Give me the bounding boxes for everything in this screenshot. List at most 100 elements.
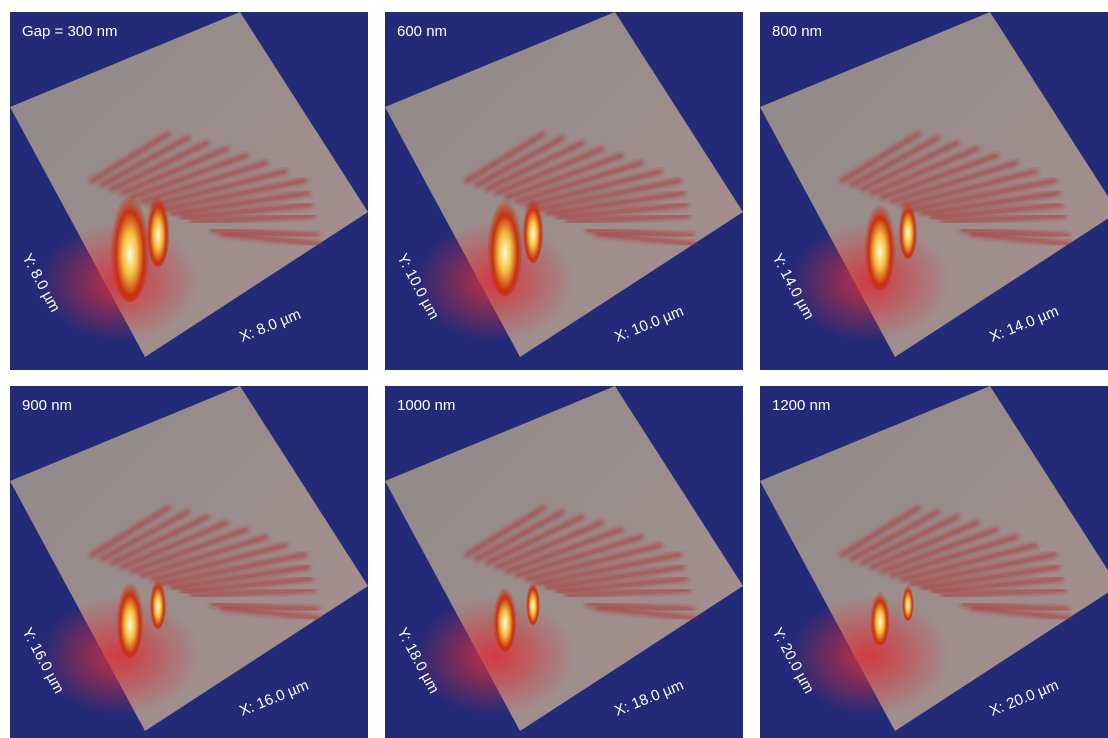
surface-group bbox=[385, 12, 743, 357]
ripple bbox=[929, 576, 1064, 595]
ripple bbox=[88, 504, 172, 559]
ripple bbox=[98, 508, 191, 563]
ripple bbox=[494, 145, 605, 197]
ripple bbox=[554, 202, 689, 221]
ripple bbox=[189, 213, 316, 225]
ripple bbox=[554, 576, 689, 595]
ripple bbox=[909, 551, 1058, 587]
ripple bbox=[139, 534, 269, 579]
ripple bbox=[534, 551, 683, 587]
peak bbox=[870, 586, 890, 646]
ripple bbox=[929, 202, 1064, 221]
ripple bbox=[524, 168, 664, 209]
ripple bbox=[483, 513, 586, 567]
peak bbox=[898, 195, 918, 259]
panel: 1200 nmY: 20.0 µmX: 20.0 µm bbox=[760, 386, 1108, 738]
glow bbox=[790, 596, 950, 716]
ripple bbox=[494, 519, 605, 571]
peak bbox=[116, 574, 144, 658]
panel-label: 800 nm bbox=[772, 23, 822, 40]
ripple bbox=[119, 519, 230, 571]
ripple bbox=[98, 134, 191, 189]
ripple bbox=[848, 508, 941, 563]
ripple bbox=[514, 534, 644, 579]
glow bbox=[415, 596, 575, 716]
ripple bbox=[848, 134, 941, 189]
ripple bbox=[879, 526, 1000, 575]
surface-group bbox=[760, 386, 1108, 731]
ripple bbox=[939, 213, 1066, 225]
panel-label: 600 nm bbox=[397, 23, 447, 40]
panel: Gap = 300 nmY: 8.0 µmX: 8.0 µm bbox=[10, 12, 368, 370]
peak bbox=[487, 188, 523, 296]
ripple bbox=[463, 130, 547, 185]
ripple bbox=[919, 190, 1061, 217]
panel: 800 nmY: 14.0 µmX: 14.0 µm bbox=[760, 12, 1108, 370]
peak bbox=[525, 577, 541, 625]
surface-group bbox=[10, 12, 368, 357]
ripple bbox=[564, 587, 691, 599]
ripple bbox=[473, 508, 566, 563]
ripple bbox=[594, 605, 697, 621]
ripple bbox=[544, 564, 686, 591]
ripple bbox=[899, 542, 1039, 583]
peak bbox=[493, 580, 517, 652]
ripple bbox=[119, 145, 230, 197]
ripple bbox=[889, 534, 1019, 579]
ripple bbox=[159, 177, 308, 213]
ripple bbox=[219, 605, 322, 621]
ripple bbox=[169, 564, 311, 591]
ripple bbox=[939, 587, 1066, 599]
panel-label: Gap = 300 nm bbox=[22, 23, 117, 40]
ripple bbox=[858, 139, 961, 193]
panel: 600 nmY: 10.0 µmX: 10.0 µm bbox=[385, 12, 743, 370]
ripple bbox=[169, 190, 311, 217]
peak bbox=[149, 573, 167, 629]
ripple bbox=[473, 134, 566, 189]
panel: 1000 nmY: 18.0 µmX: 18.0 µm bbox=[385, 386, 743, 738]
ripple bbox=[209, 601, 320, 612]
panel-label: 900 nm bbox=[22, 397, 72, 414]
ripple bbox=[869, 145, 980, 197]
surface-group bbox=[385, 386, 743, 731]
ripple bbox=[594, 231, 697, 247]
surface-group bbox=[760, 12, 1108, 357]
ripple bbox=[88, 130, 172, 185]
surface-group bbox=[10, 386, 368, 731]
ripple bbox=[869, 519, 980, 571]
ripple bbox=[504, 152, 625, 201]
ripple bbox=[858, 513, 961, 567]
panel: 900 nmY: 16.0 µmX: 16.0 µm bbox=[10, 386, 368, 738]
ripple bbox=[129, 152, 250, 201]
ripple bbox=[969, 605, 1072, 621]
ripple bbox=[584, 601, 695, 612]
ripple bbox=[959, 227, 1070, 238]
ripple bbox=[179, 576, 314, 595]
ripple bbox=[483, 139, 586, 193]
panel-label: 1000 nm bbox=[397, 397, 455, 414]
ripple bbox=[159, 551, 308, 587]
ripple bbox=[838, 504, 922, 559]
peak bbox=[522, 191, 544, 263]
peak bbox=[110, 182, 150, 302]
ripple bbox=[889, 160, 1019, 205]
surface bbox=[760, 386, 1108, 731]
surface bbox=[760, 12, 1108, 357]
ripple bbox=[129, 526, 250, 575]
ripple bbox=[219, 231, 322, 247]
ripple bbox=[584, 227, 695, 238]
ripple bbox=[504, 526, 625, 575]
ripple bbox=[149, 168, 289, 209]
ripple bbox=[463, 504, 547, 559]
ripple bbox=[564, 213, 691, 225]
ripple bbox=[544, 190, 686, 217]
peak bbox=[902, 581, 914, 621]
ripple bbox=[969, 231, 1072, 247]
ripple bbox=[919, 564, 1061, 591]
ripple bbox=[189, 587, 316, 599]
ripple bbox=[879, 152, 1000, 201]
peak bbox=[864, 194, 896, 290]
ripple bbox=[179, 202, 314, 221]
panel-label: 1200 nm bbox=[772, 397, 830, 414]
